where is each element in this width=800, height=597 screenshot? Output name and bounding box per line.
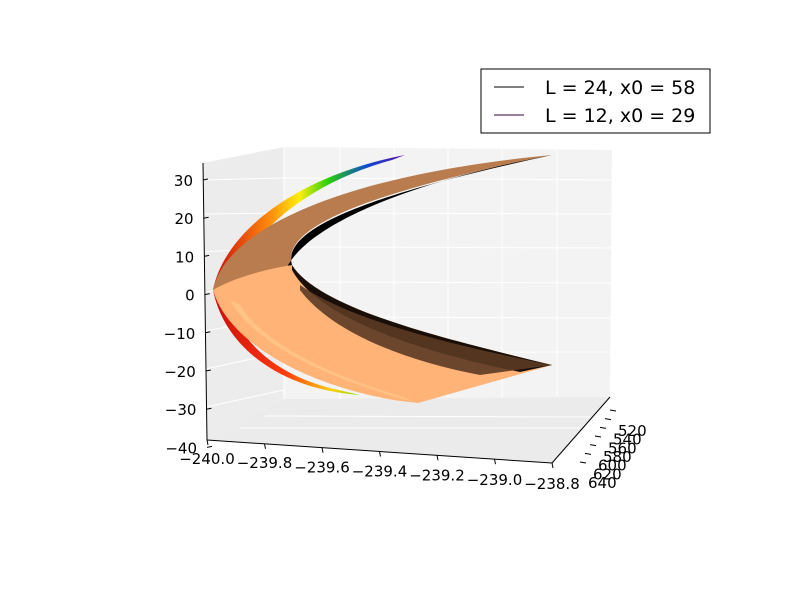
x-tick-mark [206,439,209,446]
z-tick-label: 30 [174,172,193,190]
x-tick-mark [321,447,324,453]
x-axis: −240.0 −239.8 −239.6 −239.4 −239.2 −239.0 −238… [179,439,580,493]
legend-box [480,68,711,134]
surface-l24 [213,155,552,403]
x-tick-mark [551,462,554,469]
x-tick-label: −239.4 [352,463,408,481]
y-tick-mark [599,426,607,429]
y-tick-label: 540 [613,431,642,449]
x-tick-mark [494,459,496,465]
z-tick-mark [205,369,211,372]
legend-label-0: L = 24, x0 = 58 [545,77,695,99]
x-tick-label: −239.0 [467,471,523,489]
legend: L = 24, x0 = 58 L = 12, x0 = 29 [480,68,711,134]
x-tick-label: −238.8 [524,475,580,493]
y-tick-mark [589,444,597,447]
z-tick-mark [204,293,210,296]
y-tick-label: 600 [598,457,627,475]
legend-label-1: L = 12, x0 = 29 [545,105,695,127]
y-tick-mark [594,435,602,438]
x-tick-label: −239.2 [409,467,465,485]
x-tick-mark [264,443,266,449]
z-tick-mark [205,331,211,334]
z-tick-label: −30 [165,401,197,419]
z-tick-mark [206,407,212,410]
z-tick-mark [204,254,210,257]
z-tick-mark [203,216,209,219]
y-tick-label: 620 [593,465,622,483]
z-tick-label: 0 [185,287,195,305]
y-tick-label: 580 [603,448,632,466]
z-tick-mark [206,445,213,448]
x-tick-label: −240.0 [179,450,235,468]
z-tick-label: −10 [164,325,196,343]
z-tick-label: 10 [175,248,194,266]
z-tick-label: 20 [174,210,193,228]
x-tick-mark [436,455,439,461]
z-tick-label: −40 [165,439,197,457]
x-tick-label: −239.6 [294,458,350,476]
y-tick-label: 640 [588,474,617,492]
z-axis: 30 20 10 0 −10 −20 −30 −40 [164,172,213,457]
y-tick-mark [609,409,617,412]
y-tick-mark [584,452,592,455]
y-tick-mark [604,418,612,421]
y-tick-label: 520 [618,422,647,440]
z-tick-mark [202,178,209,181]
y-tick-mark [579,461,587,464]
x-tick-mark [379,451,381,457]
z-tick-label: −20 [164,363,196,381]
x-tick-label: −239.8 [237,454,293,472]
y-tick-label: 560 [608,439,637,457]
